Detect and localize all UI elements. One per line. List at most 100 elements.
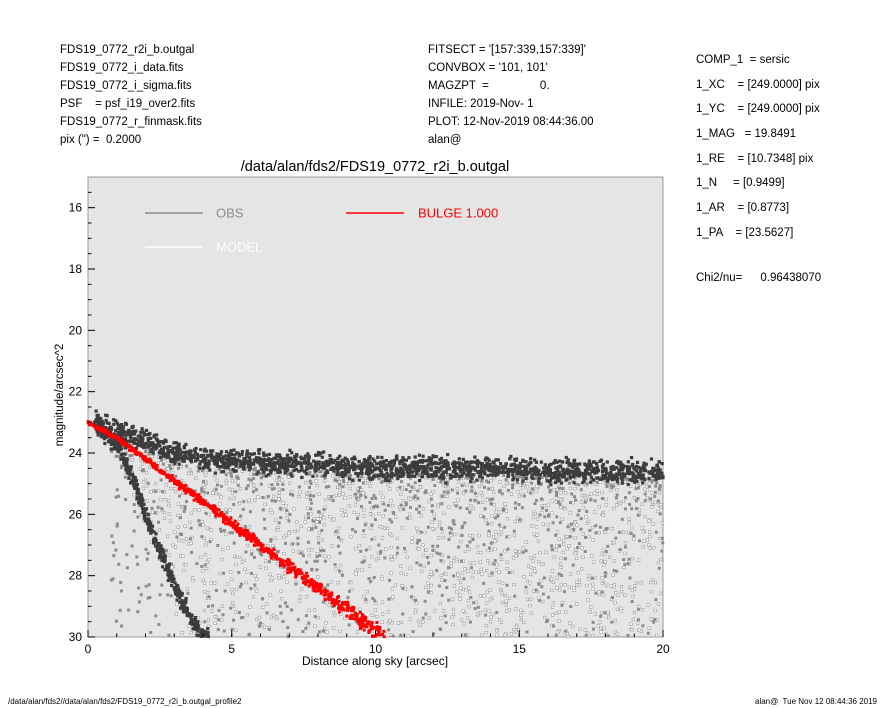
obs-point <box>196 622 200 626</box>
obs-point <box>354 471 358 476</box>
obs-point <box>398 564 403 568</box>
obs-point <box>138 443 142 448</box>
obs-point <box>219 529 223 533</box>
obs-point <box>370 462 374 466</box>
obs-point <box>241 466 245 470</box>
obs-point <box>496 472 500 476</box>
obs-point <box>445 494 449 498</box>
obs-point <box>178 516 182 520</box>
obs-point <box>495 507 499 512</box>
obs-point <box>646 603 650 607</box>
obs-point <box>201 629 206 633</box>
obs-point <box>195 562 199 566</box>
obs-point <box>499 462 503 466</box>
obs-point <box>534 489 538 493</box>
obs-point <box>517 494 522 499</box>
obs-point <box>574 470 578 474</box>
obs-point <box>508 457 512 461</box>
obs-point <box>512 533 517 538</box>
bulge-point <box>215 507 219 511</box>
obs-point <box>634 487 638 491</box>
obs-point <box>281 620 285 623</box>
obs-point <box>449 564 453 568</box>
obs-point <box>473 468 477 472</box>
obs-point <box>133 480 137 484</box>
bulge-point <box>348 606 352 610</box>
obs-point <box>529 491 533 495</box>
obs-point <box>653 580 657 585</box>
obs-point <box>598 480 602 484</box>
obs-point <box>143 478 148 482</box>
obs-point <box>274 461 278 465</box>
obs-point <box>346 460 350 464</box>
obs-point <box>173 461 177 465</box>
obs-point <box>343 616 347 621</box>
obs-point <box>574 556 579 560</box>
obs-point <box>460 474 464 478</box>
obs-point <box>597 476 601 479</box>
obs-point <box>575 466 579 470</box>
obs-point <box>303 520 307 524</box>
obs-point <box>211 604 215 608</box>
obs-point <box>526 564 531 568</box>
obs-point <box>266 494 270 498</box>
obs-point <box>654 633 659 637</box>
obs-point <box>177 445 181 449</box>
obs-point <box>564 629 568 633</box>
bulge-point <box>231 522 235 526</box>
obs-point <box>310 567 314 571</box>
obs-point <box>232 503 236 506</box>
obs-point <box>227 460 231 464</box>
obs-point <box>329 458 333 462</box>
obs-point <box>277 491 282 495</box>
obs-point <box>598 477 602 481</box>
bulge-point <box>375 632 379 636</box>
obs-point <box>342 478 346 482</box>
obs-point <box>581 555 585 559</box>
obs-point <box>185 464 189 468</box>
obs-point <box>359 549 363 553</box>
obs-point <box>206 454 210 458</box>
obs-point <box>639 474 643 478</box>
obs-point <box>568 486 572 491</box>
obs-point <box>647 519 651 523</box>
obs-point <box>190 460 194 464</box>
obs-point <box>559 565 563 569</box>
obs-point <box>494 568 499 572</box>
obs-point <box>645 495 649 500</box>
obs-point <box>478 594 483 598</box>
obs-point <box>278 464 282 468</box>
obs-point <box>256 456 260 460</box>
obs-point <box>137 492 141 496</box>
obs-point <box>214 491 218 496</box>
bulge-point <box>305 571 309 575</box>
obs-point <box>137 439 141 443</box>
obs-point <box>99 435 103 439</box>
obs-point <box>202 536 207 540</box>
obs-point <box>643 515 647 519</box>
obs-point <box>627 517 631 521</box>
obs-point <box>131 424 135 428</box>
obs-point <box>390 520 394 524</box>
obs-point <box>557 610 561 614</box>
obs-point <box>433 470 437 474</box>
obs-point <box>369 526 373 530</box>
obs-point <box>571 465 575 469</box>
obs-point <box>454 504 458 508</box>
obs-point <box>257 615 261 619</box>
bulge-point <box>323 597 327 601</box>
bulge-point <box>366 620 370 624</box>
obs-point <box>111 441 116 445</box>
obs-point <box>602 563 606 567</box>
obs-point <box>125 463 129 467</box>
obs-point <box>591 620 595 624</box>
bulge-point <box>293 565 297 569</box>
obs-point <box>216 628 220 632</box>
obs-point <box>203 473 208 477</box>
obs-point <box>455 590 459 594</box>
obs-point <box>545 476 548 480</box>
obs-point <box>343 496 347 500</box>
obs-point <box>417 547 421 551</box>
obs-point <box>142 442 146 446</box>
obs-point <box>567 544 571 548</box>
